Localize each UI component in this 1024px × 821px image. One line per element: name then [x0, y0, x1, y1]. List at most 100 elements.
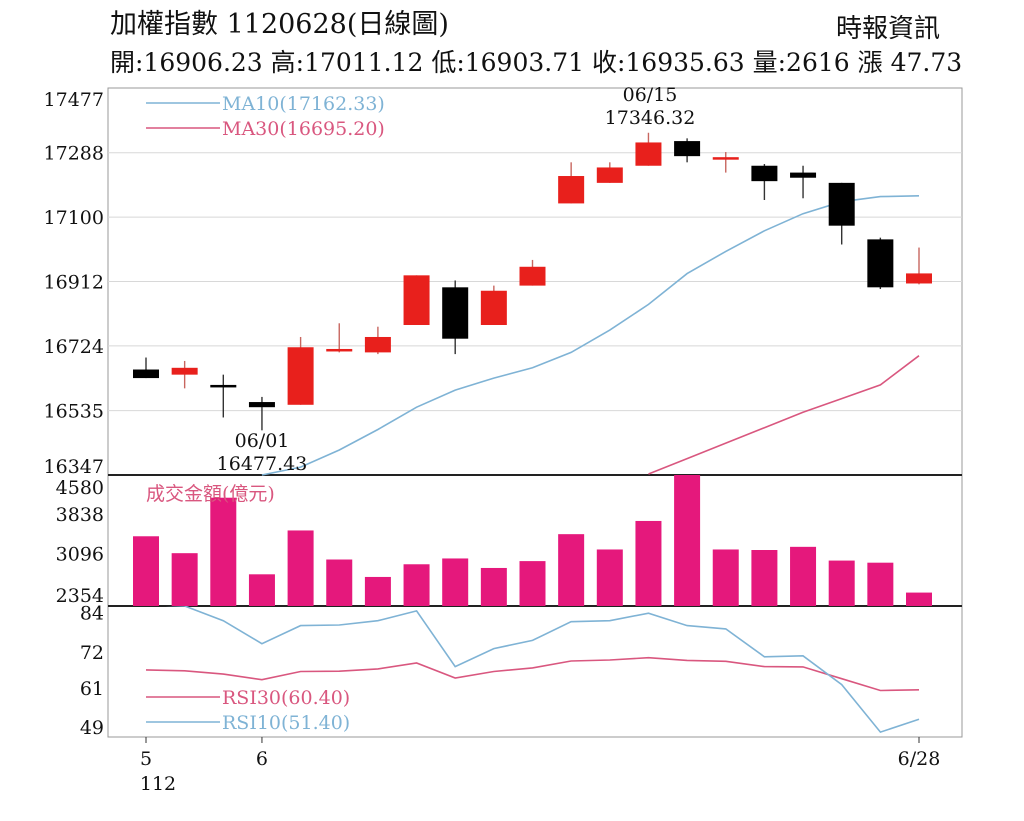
rsi-tick-label: 84 — [80, 603, 104, 625]
legend-entry-ma-0: MA10(17162.33) — [222, 93, 385, 115]
price-tick-label: 16535 — [44, 401, 104, 423]
volume-bar — [790, 546, 817, 606]
x-tick-label: 5 — [140, 748, 152, 770]
volume-bar — [906, 592, 932, 606]
candle-body — [635, 142, 662, 166]
legend-entry-ma-1: MA30(16695.20) — [222, 118, 385, 140]
plot-frame — [107, 87, 963, 738]
volume-bar — [751, 550, 778, 606]
volume-bar — [519, 561, 546, 606]
candle — [248, 396, 275, 431]
ohlc-summary: 開:16906.23 高:17011.12 低:16903.71 收:16935… — [110, 48, 963, 77]
candle — [403, 275, 430, 325]
candle-body — [171, 367, 198, 375]
volume-bar — [558, 534, 585, 606]
candle — [674, 138, 701, 163]
source-label: 時報資訊 — [836, 14, 941, 44]
candle-body — [828, 182, 855, 226]
volume-bar — [171, 553, 198, 606]
candle — [364, 326, 391, 355]
volume-tick-label: 3838 — [56, 504, 104, 526]
candle — [751, 164, 778, 200]
price-tick-label: 16724 — [44, 336, 104, 358]
rsi-tick-label: 61 — [80, 678, 104, 700]
candle-body — [751, 165, 778, 182]
candle — [326, 323, 353, 353]
candle — [867, 237, 894, 290]
candle-body — [906, 273, 932, 284]
rsi-series-line-1 — [165, 606, 920, 734]
volume-panel-title: 成交金額(億元) — [146, 483, 275, 505]
price-tick-label: 17100 — [44, 207, 104, 229]
volume-bar — [133, 536, 159, 606]
candle-body — [790, 172, 817, 178]
chart-title: 加權指數 1120628(日線圖) — [110, 9, 449, 40]
volume-tick-label: 4580 — [56, 477, 104, 499]
volume-bar — [828, 560, 855, 606]
volume-bar — [596, 549, 623, 606]
volume-bar — [403, 564, 430, 606]
annotation-high-date: 06/15 — [623, 84, 678, 106]
candle — [790, 165, 817, 199]
candle-body — [364, 336, 391, 353]
candle-body — [326, 348, 353, 352]
x-tick-label: 6 — [256, 748, 268, 770]
candle-body — [867, 239, 894, 288]
candle — [558, 162, 585, 204]
volume-bar — [867, 562, 894, 606]
legend-entry-rsi-1: RSI10(51.40) — [222, 712, 350, 734]
legend-entry-rsi-0: RSI30(60.40) — [222, 687, 350, 709]
candle-body — [248, 402, 275, 408]
candle-body — [442, 287, 469, 339]
ma-series-line-1 — [648, 355, 920, 475]
candle-body — [712, 157, 739, 160]
rsi-series-line-0 — [145, 656, 920, 692]
ma-series-line-0 — [261, 195, 920, 476]
price-tick-label: 17288 — [44, 143, 104, 165]
candle-body — [674, 141, 701, 157]
volume-bar — [210, 497, 237, 606]
annotation-high-value: 17346.32 — [605, 107, 696, 129]
volume-bar — [712, 549, 739, 606]
volume-bar — [248, 574, 275, 606]
volume-bar — [442, 558, 469, 606]
rsi-tick-label: 49 — [80, 717, 104, 739]
volume-bar — [635, 520, 662, 606]
candle — [442, 280, 469, 355]
volume-bar — [364, 576, 391, 606]
candle — [519, 259, 546, 286]
candle-body — [403, 275, 430, 325]
candle — [596, 162, 623, 183]
x-tick-label: 6/28 — [898, 748, 941, 770]
volume-bar — [287, 530, 314, 606]
candle-body — [519, 266, 546, 286]
candle-body — [480, 290, 507, 325]
volume-bar — [674, 475, 701, 606]
x-tick-sublabel: 112 — [140, 773, 176, 795]
volume-bar — [480, 567, 507, 606]
candle — [712, 152, 739, 173]
candle-body — [210, 384, 237, 388]
annotation-low-date: 06/01 — [235, 430, 290, 452]
price-tick-label: 16347 — [44, 456, 104, 478]
candle — [287, 336, 314, 405]
annotation-low-value: 16477.43 — [217, 453, 308, 475]
volume-tick-label: 3096 — [56, 543, 104, 565]
candle — [480, 285, 507, 325]
candle — [210, 374, 237, 418]
candle — [828, 182, 855, 245]
rsi-tick-label: 72 — [80, 642, 104, 664]
candle — [171, 360, 198, 389]
candle-body — [558, 176, 585, 204]
candle-body — [596, 167, 623, 183]
candle — [635, 132, 662, 166]
price-tick-label: 16912 — [44, 272, 104, 294]
price-tick-label: 17477 — [44, 89, 104, 111]
candle — [906, 247, 932, 285]
candle-body — [287, 347, 314, 405]
candle-body — [133, 369, 159, 379]
volume-tick-label: 2354 — [56, 585, 104, 607]
candle — [133, 357, 159, 379]
